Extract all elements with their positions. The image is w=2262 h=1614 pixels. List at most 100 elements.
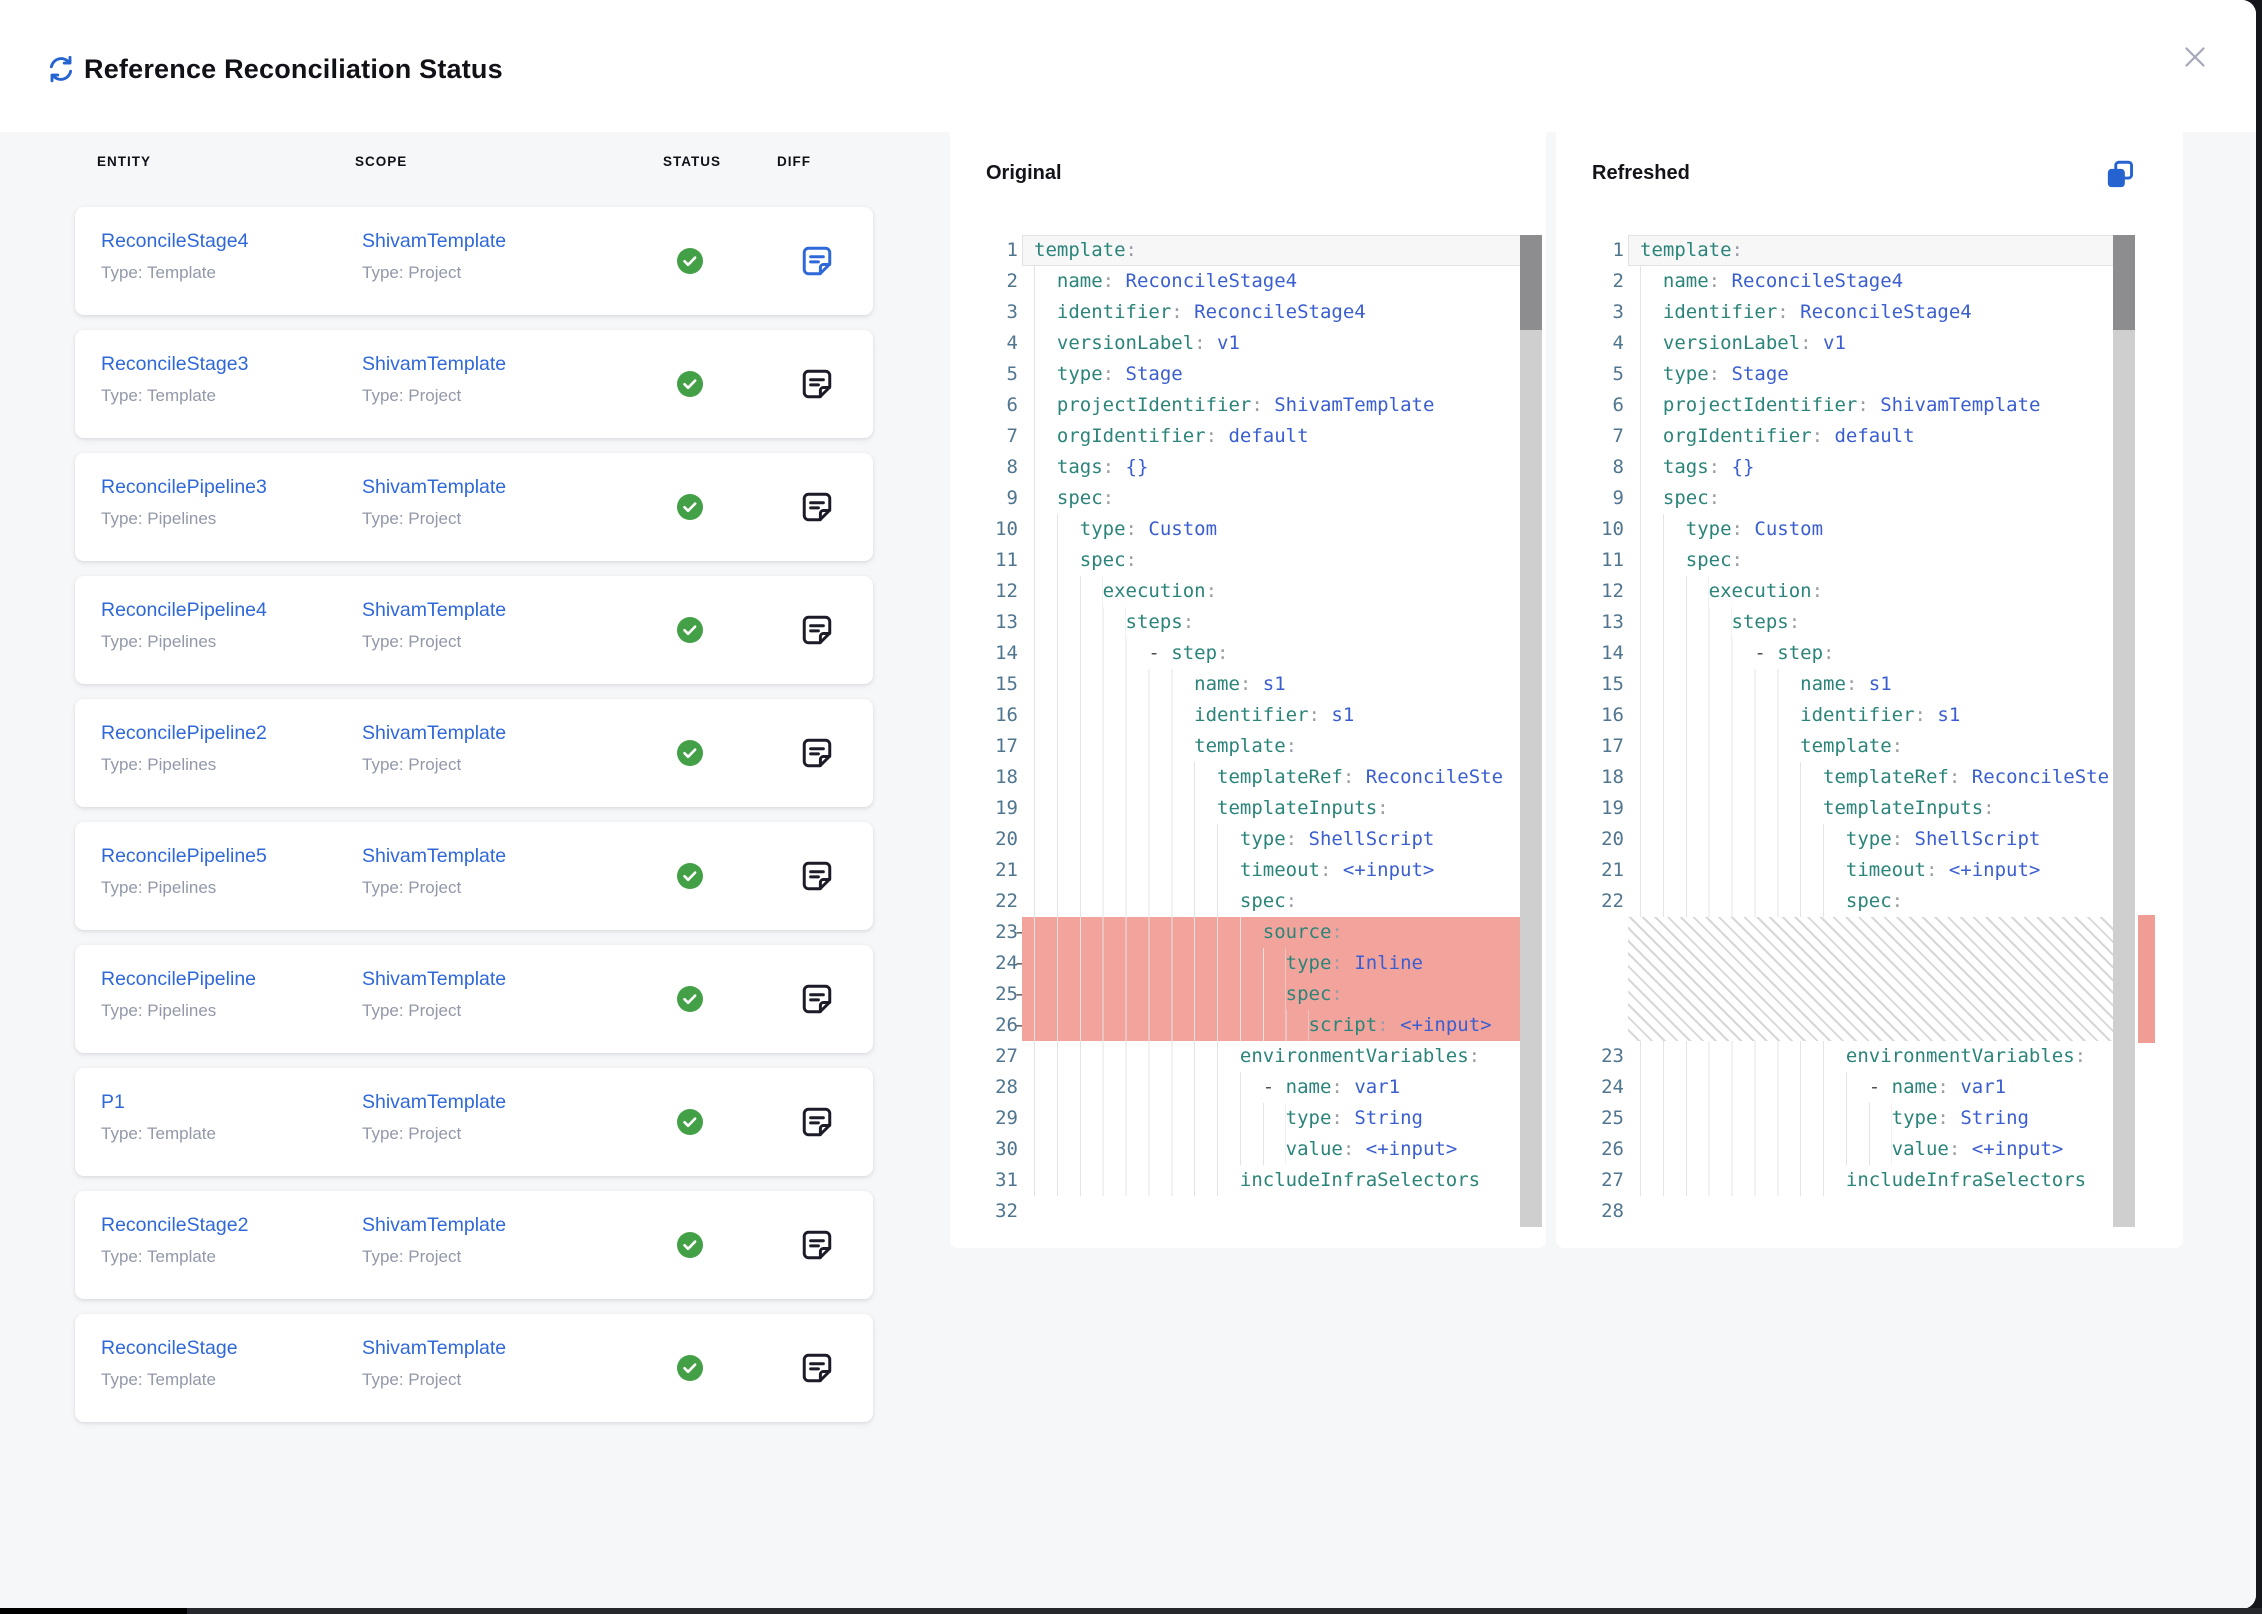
code-line: 21 timeout: <+input> bbox=[1584, 855, 2135, 886]
check-circle-icon bbox=[677, 248, 703, 274]
entity-type-label: Type: Pipelines bbox=[101, 632, 217, 651]
scope-link[interactable]: ShivamTemplate bbox=[362, 1337, 507, 1359]
code-line: 27 environmentVariables: bbox=[978, 1041, 1542, 1072]
code-line: 16 identifier: s1 bbox=[1584, 700, 2135, 731]
original-panel: Original 1 template: 2 name: ReconcileStage… bbox=[950, 132, 1546, 1248]
entity-type-label: Type: Template bbox=[101, 263, 216, 282]
code-line: 10 type: Custom bbox=[1584, 514, 2135, 545]
entity-link[interactable]: ReconcilePipeline5 bbox=[101, 845, 267, 867]
code-line: 5 type: Stage bbox=[1584, 359, 2135, 390]
code-line: 3 identifier: ReconcileStage4 bbox=[1584, 297, 2135, 328]
copy-icon[interactable] bbox=[2103, 158, 2137, 192]
column-header-status: STATUS bbox=[663, 154, 721, 169]
table-row[interactable]: ReconcileStage4 Type: Template ShivamTempl… bbox=[75, 207, 873, 315]
code-line: 22 spec: bbox=[1584, 886, 2135, 917]
code-line: 1 template: bbox=[978, 235, 1542, 266]
close-icon[interactable] bbox=[2178, 40, 2212, 74]
code-line: 23–source: bbox=[978, 917, 1542, 948]
code-line: 3 identifier: ReconcileStage4 bbox=[978, 297, 1542, 328]
code-line: 30 value: <+input> bbox=[978, 1134, 1542, 1165]
table-row[interactable]: ReconcilePipeline4 Type: Pipelines ShivamT… bbox=[75, 576, 873, 684]
check-circle-icon bbox=[677, 863, 703, 889]
table-row[interactable]: P1 Type: Template ShivamTemplate Type: Proj… bbox=[75, 1068, 873, 1176]
scope-link[interactable]: ShivamTemplate bbox=[362, 599, 507, 621]
code-line: 13 steps: bbox=[1584, 607, 2135, 638]
code-line: 5 type: Stage bbox=[978, 359, 1542, 390]
original-scrollbar-thumb[interactable] bbox=[1520, 235, 1542, 330]
code-line: 13 steps: bbox=[978, 607, 1542, 638]
code-line: 12 execution: bbox=[978, 576, 1542, 607]
entity-link[interactable]: ReconcileStage bbox=[101, 1337, 238, 1359]
entity-link[interactable]: P1 bbox=[101, 1091, 125, 1113]
diff-overview-marker bbox=[2138, 915, 2155, 1043]
entity-link[interactable]: ReconcileStage2 bbox=[101, 1214, 249, 1236]
code-line: 23 environmentVariables: bbox=[1584, 1041, 2135, 1072]
entity-type-label: Type: Pipelines bbox=[101, 1001, 217, 1020]
diff-note-icon[interactable] bbox=[800, 490, 834, 524]
original-panel-title: Original bbox=[986, 162, 1062, 184]
dialog-body: ENTITY SCOPE STATUS DIFF ReconcileStage4… bbox=[0, 132, 2256, 1609]
entity-link[interactable]: ReconcileStage3 bbox=[101, 353, 249, 375]
diff-note-icon[interactable] bbox=[800, 244, 834, 278]
code-line: 10 type: Custom bbox=[978, 514, 1542, 545]
refreshed-scrollbar-thumb[interactable] bbox=[2113, 235, 2135, 330]
scope-type-label: Type: Project bbox=[362, 1001, 462, 1020]
scope-type-label: Type: Project bbox=[362, 1370, 462, 1389]
check-circle-icon bbox=[677, 740, 703, 766]
diff-note-icon[interactable] bbox=[800, 1351, 834, 1385]
code-line: 4 versionLabel: v1 bbox=[978, 328, 1542, 359]
table-row[interactable]: ReconcileStage2 Type: Template ShivamTempl… bbox=[75, 1191, 873, 1299]
entity-link[interactable]: ReconcilePipeline bbox=[101, 968, 257, 990]
scope-link[interactable]: ShivamTemplate bbox=[362, 845, 507, 867]
column-header-diff: DIFF bbox=[777, 154, 811, 169]
entity-link[interactable]: ReconcileStage4 bbox=[101, 230, 249, 252]
table-row[interactable]: ReconcileStage3 Type: Template ShivamTempl… bbox=[75, 330, 873, 438]
entity-link[interactable]: ReconcilePipeline2 bbox=[101, 722, 267, 744]
table-row[interactable]: ReconcilePipeline3 Type: Pipelines ShivamT… bbox=[75, 453, 873, 561]
scope-type-label: Type: Project bbox=[362, 509, 462, 528]
code-line: 7 orgIdentifier: default bbox=[978, 421, 1542, 452]
original-scrollbar[interactable] bbox=[1520, 235, 1542, 1227]
scope-link[interactable]: ShivamTemplate bbox=[362, 476, 507, 498]
code-line: 8 tags: {} bbox=[1584, 452, 2135, 483]
code-line: 9 spec: bbox=[978, 483, 1542, 514]
scope-link[interactable]: ShivamTemplate bbox=[362, 230, 507, 252]
entity-link[interactable]: ReconcilePipeline4 bbox=[101, 599, 267, 621]
entity-type-label: Type: Template bbox=[101, 1124, 216, 1143]
diff-note-icon[interactable] bbox=[800, 1105, 834, 1139]
code-line: 11 spec: bbox=[978, 545, 1542, 576]
background-app-strip bbox=[0, 1608, 2262, 1614]
scope-type-label: Type: Project bbox=[362, 755, 462, 774]
code-line: 15 name: s1 bbox=[1584, 669, 2135, 700]
scope-type-label: Type: Project bbox=[362, 1247, 462, 1266]
code-line: 18 templateRef: ReconcileSte bbox=[1584, 762, 2135, 793]
diff-note-icon[interactable] bbox=[800, 367, 834, 401]
diff-note-icon[interactable] bbox=[800, 859, 834, 893]
entity-link[interactable]: ReconcilePipeline3 bbox=[101, 476, 267, 498]
code-line: 19 templateInputs: bbox=[978, 793, 1542, 824]
check-circle-icon bbox=[677, 986, 703, 1012]
code-line: 24- name: var1 bbox=[1584, 1072, 2135, 1103]
diff-note-icon[interactable] bbox=[800, 613, 834, 647]
scope-link[interactable]: ShivamTemplate bbox=[362, 353, 507, 375]
scope-link[interactable]: ShivamTemplate bbox=[362, 968, 507, 990]
diff-note-icon[interactable] bbox=[800, 982, 834, 1016]
check-circle-icon bbox=[677, 494, 703, 520]
column-header-scope: SCOPE bbox=[355, 154, 408, 169]
dialog-title: Reference Reconciliation Status bbox=[84, 54, 503, 84]
code-line: 20 type: ShellScript bbox=[978, 824, 1542, 855]
diff-note-icon[interactable] bbox=[800, 1228, 834, 1262]
table-row[interactable]: ReconcilePipeline Type: Pipelines ShivamTe… bbox=[75, 945, 873, 1053]
scope-link[interactable]: ShivamTemplate bbox=[362, 1091, 507, 1113]
table-row[interactable]: ReconcilePipeline5 Type: Pipelines ShivamT… bbox=[75, 822, 873, 930]
scope-link[interactable]: ShivamTemplate bbox=[362, 1214, 507, 1236]
refreshed-scrollbar[interactable] bbox=[2113, 235, 2135, 1227]
check-circle-icon bbox=[677, 371, 703, 397]
code-line: 4 versionLabel: v1 bbox=[1584, 328, 2135, 359]
scope-link[interactable]: ShivamTemplate bbox=[362, 722, 507, 744]
diff-note-icon[interactable] bbox=[800, 736, 834, 770]
code-line: 31 includeInfraSelectors bbox=[978, 1165, 1542, 1196]
table-row[interactable]: ReconcilePipeline2 Type: Pipelines ShivamT… bbox=[75, 699, 873, 807]
table-row[interactable]: ReconcileStage Type: Template ShivamTempla… bbox=[75, 1314, 873, 1422]
